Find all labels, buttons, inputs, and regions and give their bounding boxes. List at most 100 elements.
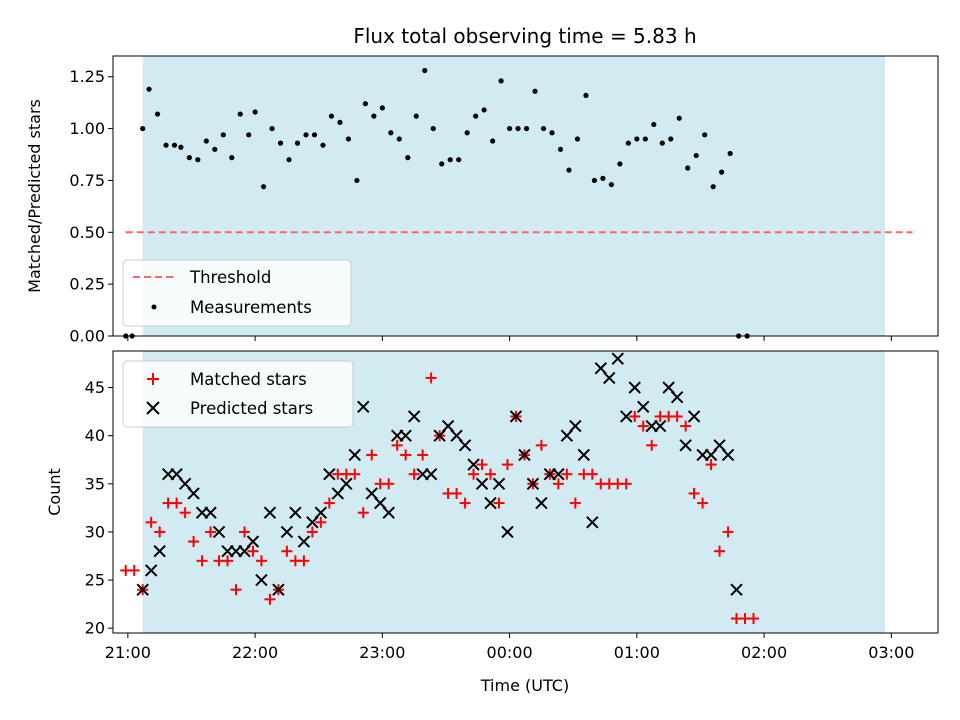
measurements-layer <box>123 67 750 339</box>
measurement-point <box>719 169 725 175</box>
predicted-star-point <box>730 583 743 596</box>
x-tick-label: 02:00 <box>741 643 787 662</box>
matched-star-point <box>408 468 420 480</box>
measurement-point <box>413 113 419 119</box>
measurement-point <box>163 142 169 148</box>
matched-star-point <box>400 449 412 461</box>
predicted-star-point <box>340 477 353 491</box>
measurement-point <box>260 184 267 190</box>
matched-star-point <box>128 564 140 576</box>
top-y-tick-label: 0.00 <box>69 327 105 346</box>
legend-measurements-swatch <box>151 304 157 310</box>
predicted-stars-layer <box>136 352 743 596</box>
bottom-y-axis-label: Count <box>45 468 64 516</box>
predicted-star-point <box>526 477 540 491</box>
measurement-point <box>447 157 453 163</box>
measurement-point <box>473 113 479 119</box>
matched-star-point <box>705 459 717 471</box>
measurement-point <box>523 125 530 132</box>
measurement-point <box>269 125 275 132</box>
matched-star-point <box>680 420 692 432</box>
measurement-point <box>237 111 243 117</box>
predicted-star-point <box>670 390 684 404</box>
predicted-star-point <box>586 516 599 529</box>
measurement-point <box>608 181 614 188</box>
measurement-point <box>642 136 648 142</box>
matched-star-point <box>264 593 276 605</box>
predicted-star-point <box>424 467 438 481</box>
matched-star-point <box>425 372 437 384</box>
measurement-point <box>617 161 623 167</box>
measurement-point <box>212 146 218 152</box>
predicted-star-point <box>509 410 523 423</box>
measurement-point <box>354 177 360 184</box>
top-legend: Threshold Measurements <box>122 259 352 327</box>
bottom-y-tick-label: 30 <box>85 522 105 541</box>
measurement-point <box>583 92 589 99</box>
matched-star-point <box>451 487 463 499</box>
predicted-star-point <box>721 448 735 462</box>
measurement-point <box>186 155 192 161</box>
measurement-point <box>481 107 487 113</box>
measurement-point <box>195 157 201 163</box>
matched-star-point <box>552 478 564 490</box>
matched-star-point <box>222 555 234 567</box>
measurement-point <box>668 136 674 142</box>
matched-star-point <box>281 545 293 557</box>
predicted-star-point <box>187 487 200 500</box>
top-x-ticks <box>127 336 892 341</box>
predicted-star-point <box>577 448 591 462</box>
measurement-point <box>676 115 682 121</box>
bottom-y-tick-label: 40 <box>85 426 105 445</box>
measurement-point <box>634 136 640 142</box>
matched-star-point <box>171 497 183 509</box>
legend-matched-label: Matched stars <box>190 370 307 389</box>
measurement-point <box>566 167 572 173</box>
measurement-point <box>246 132 252 138</box>
measurement-point <box>229 155 235 161</box>
measurement-point <box>464 130 470 136</box>
x-axis-label: Time (UTC) <box>480 676 569 695</box>
matched-star-point <box>247 545 259 557</box>
measurement-point <box>540 125 547 132</box>
predicted-star-point <box>653 419 667 433</box>
matched-star-point <box>629 410 641 422</box>
measurement-point <box>178 144 184 150</box>
matched-star-point <box>255 555 267 567</box>
predicted-star-point <box>255 573 268 587</box>
bottom-y-tick-label: 20 <box>85 619 105 638</box>
top-axes-frame <box>112 55 939 337</box>
top-panel: 0.00 0.25 0.50 0.75 1.00 1.25 Flux total obse… <box>25 24 939 346</box>
measurement-point <box>685 165 691 171</box>
predicted-star-point <box>263 506 277 519</box>
top-y-tick-label: 0.25 <box>69 275 105 294</box>
matched-star-point <box>459 497 471 509</box>
matched-star-point <box>205 526 217 538</box>
measurement-point <box>328 113 335 119</box>
top-title: Flux total observing time = 5.83 h <box>353 24 696 48</box>
top-y-axis-label: Matched/Predicted stars <box>25 99 44 293</box>
measurement-point <box>456 157 462 163</box>
matched-star-point <box>620 478 632 490</box>
predicted-star-point <box>212 525 226 539</box>
predicted-star-point <box>492 477 506 491</box>
predicted-star-point <box>611 352 624 365</box>
legend-predicted-label: Predicted stars <box>190 399 313 418</box>
x-tick-label: 01:00 <box>614 643 660 662</box>
x-tick-label: 00:00 <box>487 643 533 662</box>
legend-matched-swatch <box>147 373 159 385</box>
predicted-star-point <box>458 439 472 452</box>
measurement-point <box>171 142 178 148</box>
predicted-star-point <box>289 506 302 519</box>
measurement-point <box>220 132 226 138</box>
bottom-panel: 20 25 30 35 40 45 21:00 22:00 23:00 00:00 01:00 02… <box>45 350 939 695</box>
matched-star-point <box>179 507 191 519</box>
matched-star-point <box>357 507 369 519</box>
measurement-point <box>252 109 258 115</box>
bottom-legend: Matched stars Predicted stars <box>122 360 354 428</box>
measurement-point <box>430 125 436 132</box>
predicted-star-point <box>569 419 582 433</box>
matched-star-point <box>586 468 598 480</box>
predicted-star-point <box>280 525 294 539</box>
measurement-point <box>625 140 631 146</box>
